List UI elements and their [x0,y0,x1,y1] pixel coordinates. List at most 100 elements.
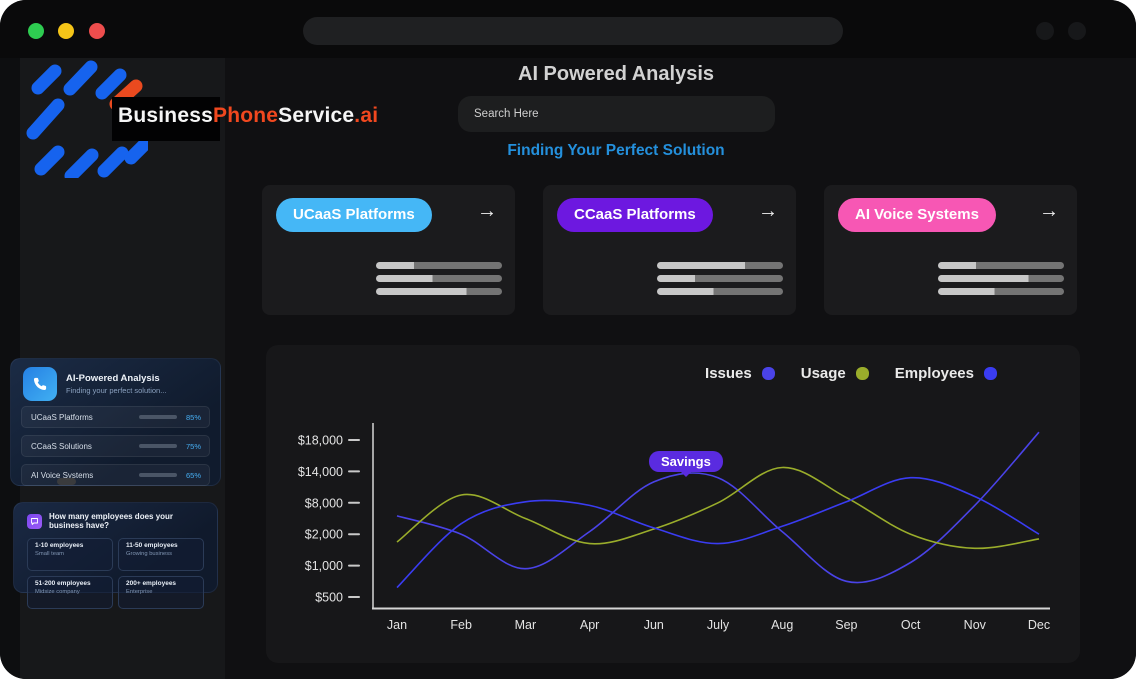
x-tick-label: Mar [515,618,537,632]
option-label: 1-10 employees [35,542,84,549]
logo-dash [63,60,98,96]
option-11-50-employees[interactable]: 11-50 employees Growing business [118,538,204,571]
y-tick-label: $18,000 [298,434,343,448]
window-control-icon[interactable] [1036,22,1054,40]
legend-item-usage[interactable]: Usage [801,365,869,382]
logo-text-ai: .ai [354,104,379,127]
usage-dot-icon [855,367,869,380]
ai-voice-pill[interactable]: AI Voice Systems [838,198,996,232]
option-1-10-employees[interactable]: 1-10 employees Small team [27,538,113,571]
x-tick-label: Apr [580,618,599,632]
skeleton-bar [376,262,502,269]
logo-dash [124,138,148,165]
progress-row-ai-voice[interactable]: AI Voice Systems 65% [21,464,210,486]
option-sublabel: Growing business [126,551,173,557]
logo-backdrop [112,97,220,141]
page-title: AI Powered Analysis [518,63,714,85]
skeleton-bar [938,262,1064,269]
logo-text-service: Service [278,104,355,127]
card-ccaas-platforms[interactable]: CCaaS Platforms → [543,185,796,315]
x-tick-label: Feb [450,618,472,632]
progress-row-ccaas[interactable]: CCaaS Solutions 75% [21,435,210,457]
widget-header: How many employees does your business ha… [27,512,204,530]
progress-label: AI Voice Systems [31,470,94,480]
solution-cards-row: UCaaS Platforms → CCaaS Platforms → AI V… [262,185,1077,315]
option-sublabel: Enterprise [126,589,153,595]
browser-topbar [0,0,1136,58]
brand-logo-text[interactable]: BusinessPhoneService.ai [118,104,378,128]
x-tick-label: Aug [771,618,793,632]
ai-analysis-widget: AI-Powered Analysis Finding your perfect… [10,358,221,486]
series-line-employees [396,476,1040,589]
arrow-right-icon[interactable]: → [477,200,497,222]
traffic-light-green-icon[interactable] [28,23,44,39]
skeleton-bar [657,288,783,295]
scroll-indicator [57,478,76,485]
option-sublabel: Small team [35,551,64,557]
options-grid: 1-10 employees Small team 11-50 employee… [27,538,204,609]
card-ucaas-platforms[interactable]: UCaaS Platforms → [262,185,515,315]
y-tick-label: $14,000 [298,465,343,479]
x-tick-label: Sep [835,618,857,632]
brand-logo-icon [26,60,148,178]
logo-dash [95,68,127,100]
option-51-200-employees[interactable]: 51-200 employees Midsize company [27,576,113,609]
legend-label: Usage [800,365,846,382]
y-tick-label: $2,000 [305,528,343,542]
x-tick-label: Oct [901,618,921,632]
logo-dash [97,146,129,178]
traffic-light-yellow-icon[interactable] [58,23,74,39]
progress-track [139,444,177,448]
traffic-light-red-icon[interactable] [89,23,105,39]
logo-dash [31,64,62,95]
progress-track [139,415,177,419]
y-tick-label: $8,000 [305,496,343,510]
arrow-right-icon[interactable]: → [1039,200,1059,222]
legend-label: Employees [894,365,974,382]
option-200-plus-employees[interactable]: 200+ employees Enterprise [118,576,204,609]
progress-percent: 75% [185,441,201,451]
x-tick-label: Nov [964,618,987,632]
skeleton-bar [657,275,783,282]
option-label: 200+ employees [126,580,177,587]
y-tick-label: $500 [315,591,343,605]
window-control-icon[interactable] [1068,22,1086,40]
progress-row-ucaas[interactable]: UCaaS Platforms 85% [21,406,210,428]
series-line-issues [396,431,1040,584]
skeleton-lines [938,262,1064,301]
option-sublabel: Midsize company [35,589,80,595]
skeleton-bar [376,288,502,295]
ucaas-pill[interactable]: UCaaS Platforms [276,198,432,232]
line-chart: $18,000 $14,000 $8,000 $2,000 $1,000 $500 Jan F… [298,423,1050,632]
issues-dot-icon [761,367,775,380]
x-tick-label: Jun [644,618,664,632]
skeleton-bar [938,288,1064,295]
savings-chart-card: $18,000 $14,000 $8,000 $2,000 $1,000 $500 Jan F… [266,345,1080,663]
progress-label: CCaaS Solutions [31,441,92,451]
url-bar[interactable] [303,17,843,45]
logo-text-phone: Phone [212,104,279,127]
logo-dash [26,98,65,140]
x-tick-label: July [707,618,730,632]
chart-legend: Issues Usage Employees [705,365,997,382]
skeleton-bar [376,275,502,282]
legend-item-issues[interactable]: Issues [705,365,775,382]
employees-dot-icon [984,367,997,380]
page-subtitle: Finding Your Perfect Solution [507,142,725,159]
logo-dash [34,145,65,176]
progress-label: UCaaS Platforms [31,412,93,422]
question-text: How many employees does your business ha… [49,512,174,530]
widget-header: AI-Powered Analysis Finding your perfect… [11,359,220,406]
arrow-right-icon[interactable]: → [758,200,778,222]
employees-question-widget: How many employees does your business ha… [13,502,218,609]
search-input[interactable] [458,96,775,132]
x-tick-label: Dec [1028,618,1050,632]
card-ai-voice-systems[interactable]: AI Voice Systems → [824,185,1077,315]
legend-item-employees[interactable]: Employees [895,365,997,382]
ccaas-pill[interactable]: CCaaS Platforms [557,198,713,232]
widget-subtitle: Finding your perfect solution... [66,386,167,395]
savings-annotation: Savings [649,451,723,477]
legend-label: Issues [705,365,752,382]
search-box [458,96,775,132]
